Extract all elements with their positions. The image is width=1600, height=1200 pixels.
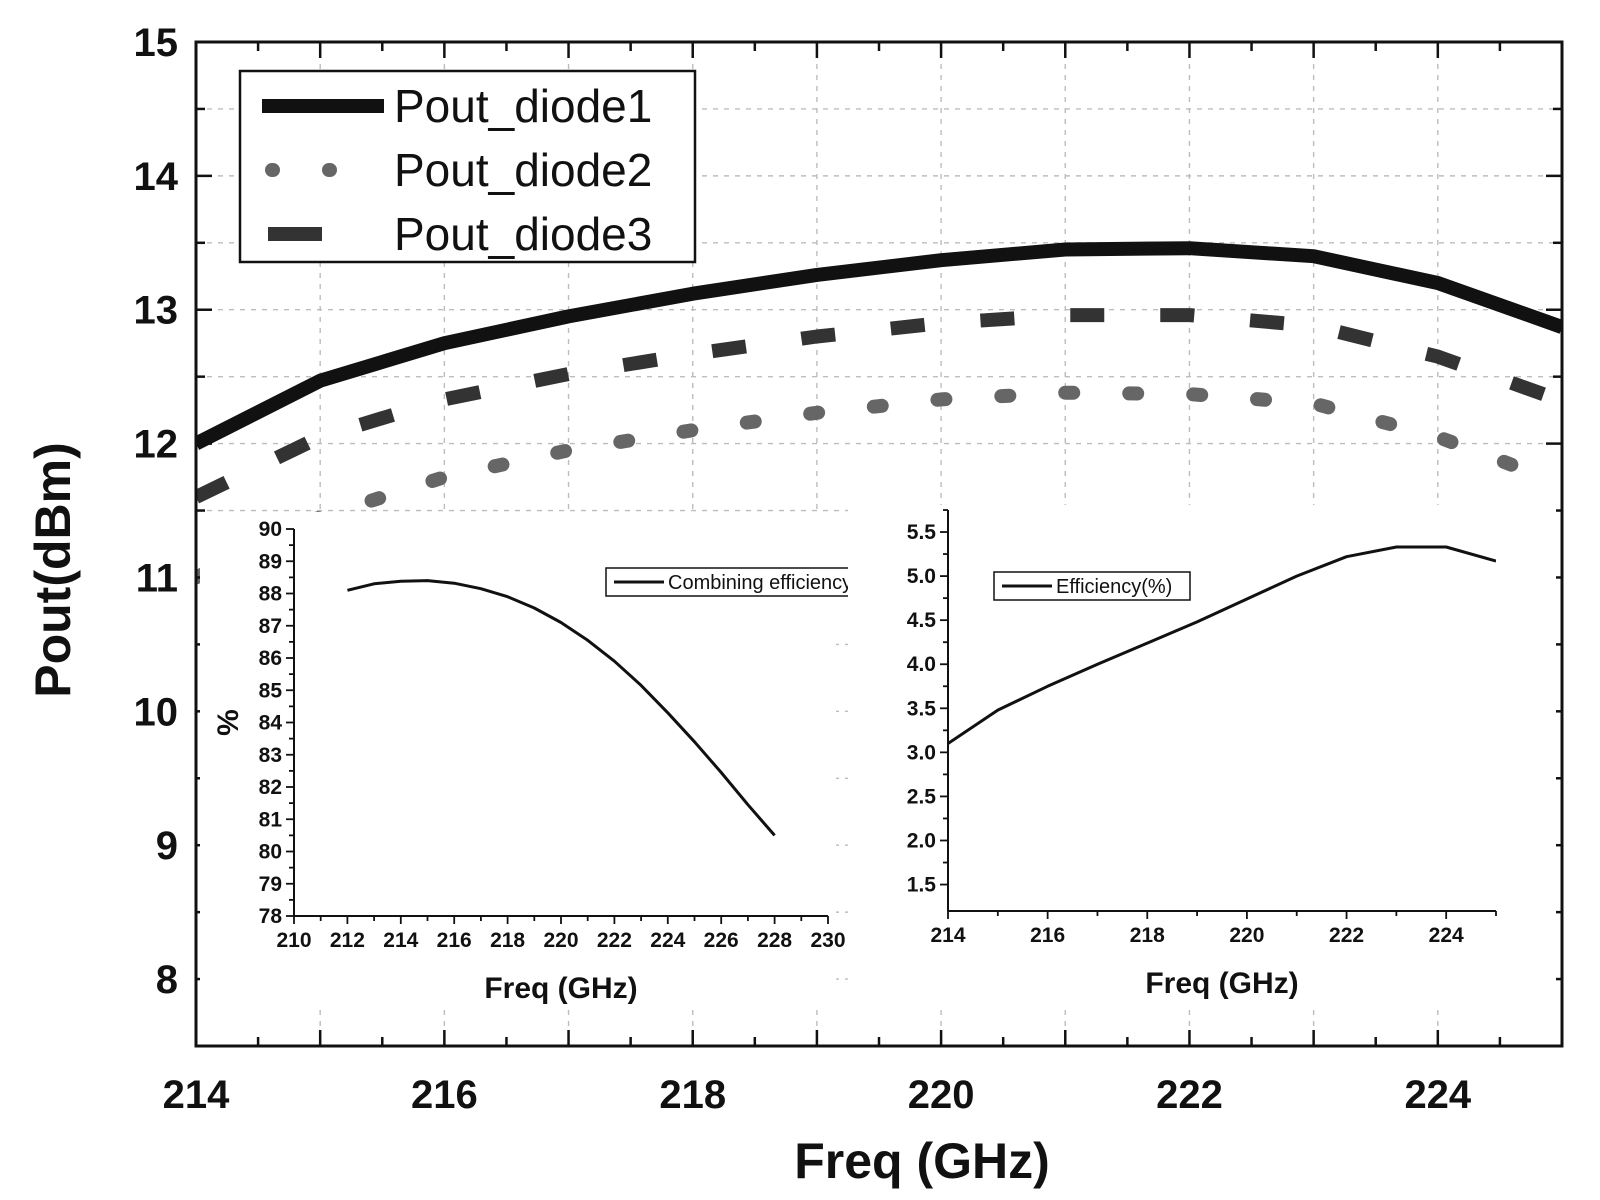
inset-combining-efficiency: 210 212 214 216 218 220 222 224 226 228 230 78 79 80 8… — [200, 512, 867, 1010]
y-tick-label: 3.0 — [907, 741, 936, 764]
x-tick-label: 216 — [1030, 924, 1065, 947]
x-tick-label: 224 — [650, 929, 685, 952]
y-tick-label: 13 — [134, 289, 179, 333]
inset-efficiency-legend: Efficiency(%) — [993, 571, 1191, 601]
y-tick-label: 11 — [136, 556, 178, 600]
x-tick-label: 224 — [1404, 1073, 1471, 1117]
y-tick-label: 5.0 — [907, 565, 936, 588]
y-tick-label: 12 — [134, 423, 179, 467]
inset-combining-efficiency-ticks — [286, 528, 829, 924]
y-tick-label: 2.0 — [907, 829, 936, 852]
main-series — [196, 241, 1562, 585]
inset-efficiency-x-title: Freq (GHz) — [1145, 967, 1298, 1000]
y-axis-title: Pout(dBm) — [25, 442, 81, 698]
y-tick-label: 86 — [259, 647, 282, 670]
y-tick-label: 85 — [259, 679, 283, 702]
x-tick-label: 214 — [383, 929, 418, 952]
y-tick-label: 81 — [259, 808, 283, 831]
y-tick-label: 10 — [134, 690, 179, 734]
x-tick-label: 224 — [1429, 924, 1464, 947]
inset-efficiency-background — [848, 505, 1556, 1010]
legend-label: Efficiency(%) — [1056, 576, 1172, 598]
y-tick-label: 14 — [134, 155, 179, 199]
y-tick-label: 8 — [156, 958, 178, 1002]
y-tick-label: 90 — [259, 518, 282, 541]
x-tick-label: 222 — [597, 929, 632, 952]
series-line-1 — [196, 241, 1562, 450]
x-tick-label: 214 — [930, 924, 965, 947]
inset-combining-efficiency-legend: Combining efficiency — [605, 567, 867, 597]
x-tick-label: 218 — [659, 1073, 726, 1117]
x-tick-label: 216 — [411, 1073, 478, 1117]
y-tick-label: 4.5 — [907, 609, 937, 632]
x-tick-label: 210 — [276, 929, 311, 952]
y-tick-label: 89 — [259, 550, 282, 573]
x-tick-label: 222 — [1156, 1073, 1223, 1117]
y-tick-label: 88 — [259, 583, 283, 606]
y-tick-label: 5.5 — [907, 521, 937, 544]
x-tick-label: 222 — [1329, 924, 1364, 947]
x-tick-label: 228 — [757, 929, 792, 952]
x-tick-label: 216 — [437, 929, 472, 952]
x-tick-label: 220 — [543, 929, 578, 952]
y-tick-label: 82 — [259, 776, 282, 799]
inset-efficiency-ticks — [940, 509, 1497, 919]
inset-efficiency-series-line — [948, 545, 1496, 745]
y-tick-label: 2.5 — [907, 785, 937, 808]
inset-combining-efficiency-series-line — [347, 579, 776, 837]
y-tick-label: 83 — [259, 744, 282, 767]
x-tick-label: 220 — [908, 1073, 975, 1117]
y-tick-label: 78 — [259, 905, 283, 928]
x-tick-label: 230 — [810, 929, 845, 952]
x-tick-label: 226 — [704, 929, 739, 952]
main-ticks — [194, 40, 1564, 1048]
y-tick-label: 9 — [156, 824, 178, 868]
legend-label: Combining efficiency — [668, 572, 852, 594]
y-tick-label: 15 — [134, 21, 179, 65]
legend-label-2: Pout_diode2 — [394, 144, 652, 196]
x-tick-label: 214 — [163, 1073, 230, 1117]
series-line-2 — [196, 385, 1562, 585]
x-tick-label: 220 — [1229, 924, 1264, 947]
x-tick-label: 218 — [1130, 924, 1165, 947]
inset-efficiency: 214 216 218 220 222 224 1.5 2.0 2.5 3.0 3.5 4.0 4.5 5… — [848, 505, 1556, 1010]
x-tick-label: 212 — [330, 929, 365, 952]
y-tick-label: 84 — [259, 712, 283, 735]
y-tick-label: 4.0 — [907, 653, 936, 676]
inset-combining-efficiency-x-title: Freq (GHz) — [484, 972, 637, 1005]
y-tick-label: 79 — [259, 873, 282, 896]
x-tick-label: 218 — [490, 929, 525, 952]
inset-combining-efficiency-y-title: % — [212, 709, 245, 736]
legend-label-1: Pout_diode1 — [394, 80, 652, 132]
y-tick-label: 1.5 — [907, 874, 937, 897]
legend-label-3: Pout_diode3 — [394, 208, 652, 260]
y-tick-label: 80 — [259, 841, 282, 864]
main-legend: Pout_diode1 Pout_diode2 Pout_diode3 — [238, 69, 697, 264]
x-axis-title: Freq (GHz) — [794, 1133, 1050, 1189]
y-tick-label: 87 — [259, 615, 282, 638]
y-tick-label: 3.5 — [907, 697, 937, 720]
